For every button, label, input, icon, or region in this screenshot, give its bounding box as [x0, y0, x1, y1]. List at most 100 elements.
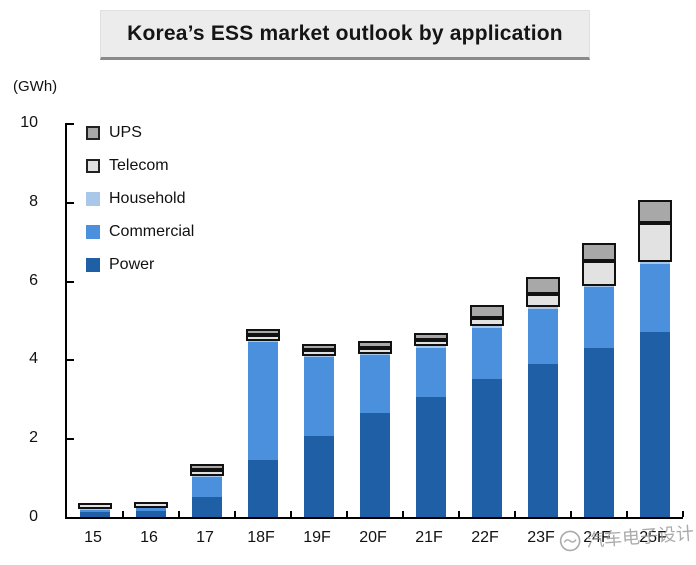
bar-segment-power-18F	[248, 459, 278, 517]
bar-slot-22F	[459, 123, 515, 517]
bar-segment-household-23F	[528, 307, 558, 309]
bar-segment-commercial-22F	[472, 327, 502, 380]
x-tick-label-21F: 21F	[415, 529, 443, 546]
bar-segment-commercial-16	[136, 508, 166, 512]
x-axis-tick	[178, 511, 180, 517]
bar-slot-24F	[571, 123, 627, 517]
legend-swatch-icon	[86, 158, 100, 173]
bar-segment-power-22F	[472, 379, 502, 517]
legend-label: UPS	[109, 123, 142, 141]
bar-segment-power-21F	[416, 396, 446, 517]
x-tick-label-23F: 23F	[527, 529, 555, 546]
bar-segment-power-16	[136, 511, 166, 517]
stacked-bar-24F	[582, 243, 616, 517]
bar-segment-power-19F	[304, 436, 334, 517]
legend-item-telecom: Telecom	[86, 149, 194, 182]
bar-segment-household-19F	[304, 356, 334, 358]
bar-segment-commercial-24F	[584, 287, 614, 349]
stacked-bar-17	[190, 464, 224, 517]
bar-segment-telecom-21F	[414, 340, 448, 347]
x-axis-tick	[570, 511, 572, 517]
bar-segment-commercial-18F	[248, 341, 278, 460]
bar-segment-household-18F	[248, 340, 278, 342]
legend-label: Household	[109, 189, 186, 207]
bar-segment-telecom-19F	[302, 350, 336, 357]
bar-segment-commercial-19F	[304, 357, 334, 437]
bar-segment-ups-19F	[302, 344, 336, 351]
bar-segment-household-24F	[584, 285, 614, 288]
x-axis-tick	[402, 511, 404, 517]
y-tick-label: 2	[29, 429, 38, 447]
stacked-bar-16	[134, 501, 168, 517]
plot-area	[65, 123, 684, 519]
bar-segment-household-25F	[640, 262, 670, 265]
bar-segment-telecom-22F	[470, 317, 504, 327]
bar-slot-20F	[347, 123, 403, 517]
bar-segment-household-20F	[360, 354, 390, 356]
bar-segment-ups-25F	[638, 199, 672, 223]
y-tick-label: 8	[29, 192, 38, 210]
y-tick-label: 4	[29, 350, 38, 368]
stacked-bar-22F	[470, 304, 504, 517]
y-tick-label: 0	[29, 508, 38, 525]
stacked-bar-25F	[638, 199, 672, 517]
bar-segment-commercial-20F	[360, 355, 390, 413]
bar-segment-power-25F	[640, 331, 670, 517]
legend-item-power: Power	[86, 248, 194, 281]
chart-title: Korea’s ESS market outlook by applicatio…	[127, 22, 563, 45]
legend-swatch-icon	[86, 125, 100, 140]
bar-segment-power-15	[80, 511, 110, 517]
x-tick-label-25F: 25F	[639, 529, 667, 546]
bar-segment-power-24F	[584, 348, 614, 517]
x-tick-label-16: 16	[140, 529, 158, 546]
x-tick-label-20F: 20F	[359, 529, 387, 546]
bar-segment-ups-23F	[526, 276, 560, 295]
bar-segment-telecom-18F	[246, 334, 280, 341]
bar-segment-power-17	[192, 496, 222, 517]
legend-item-household: Household	[86, 182, 194, 215]
bar-slot-19F	[291, 123, 347, 517]
stacked-bar-18F	[246, 328, 280, 517]
y-axis-labels: 0 2 4 6 8 10	[0, 114, 52, 525]
x-tick-label-22F: 22F	[471, 529, 499, 546]
y-axis-tick	[67, 359, 74, 362]
y-axis-unit-label: (GWh)	[13, 78, 58, 95]
bar-slot-17	[179, 123, 235, 517]
x-axis-tick	[122, 511, 124, 517]
bar-slot-18F	[235, 123, 291, 517]
legend-swatch-icon	[86, 224, 100, 239]
bar-slot-25F	[627, 123, 683, 517]
x-tick-label-18F: 18F	[247, 529, 275, 546]
y-tick-label: 6	[29, 271, 38, 289]
y-axis-tick	[67, 438, 74, 441]
x-tick-label-17: 17	[196, 529, 214, 546]
x-axis-labels: 15 16 17 18F 19F 20F 21F 22F 23F 24F 25F	[65, 529, 681, 555]
bar-segment-commercial-15	[80, 509, 110, 512]
stacked-bar-15	[78, 503, 112, 517]
bar-segment-ups-20F	[358, 341, 392, 349]
bar-segment-telecom-20F	[358, 348, 392, 355]
x-axis-tick	[682, 511, 684, 517]
bar-segment-telecom-23F	[526, 294, 560, 308]
bar-segment-telecom-16	[134, 501, 168, 508]
bar-slot-15	[67, 123, 123, 517]
bar-segment-household-21F	[416, 346, 446, 348]
legend-label: Telecom	[109, 156, 169, 174]
stacked-bar-23F	[526, 276, 560, 517]
bar-segment-commercial-21F	[416, 347, 446, 397]
stacked-bar-19F	[302, 344, 336, 517]
bar-segment-ups-22F	[470, 304, 504, 318]
bar-segment-ups-24F	[582, 243, 616, 261]
bar-slot-16	[123, 123, 179, 517]
y-axis-tick	[67, 201, 74, 204]
bar-segment-telecom-17	[190, 470, 224, 477]
legend-swatch-icon	[86, 257, 100, 272]
x-tick-label-19F: 19F	[303, 529, 331, 546]
bar-slot-23F	[515, 123, 571, 517]
y-tick-label: 10	[20, 114, 38, 131]
bar-segment-ups-18F	[246, 328, 280, 335]
bar-segment-household-22F	[472, 326, 502, 328]
legend-label: Commercial	[109, 222, 195, 240]
chart-legend: UPS Telecom Household Commercial Power	[86, 116, 194, 281]
